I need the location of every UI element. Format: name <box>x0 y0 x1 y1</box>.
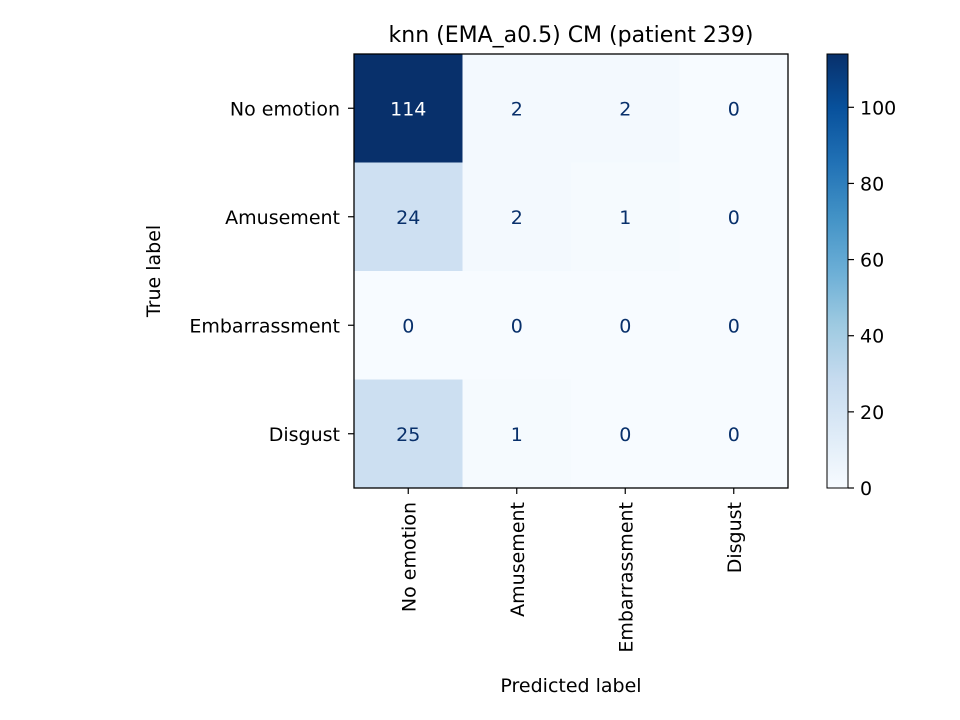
colorbar-ticks: 0 20 40 60 80 100 <box>848 97 896 500</box>
heatmap-cell <box>679 162 789 272</box>
x-tick-label: No emotion <box>398 502 420 612</box>
heatmap-cell <box>354 162 463 272</box>
colorbar-tick-label: 40 <box>860 326 884 348</box>
heatmap-cell <box>462 271 572 380</box>
plot-frame <box>353 53 789 489</box>
cell-value: 0 <box>728 315 740 337</box>
y-axis-ticks: No emotion Amusement Embarrassment Disgust <box>189 98 354 446</box>
heatmap-cell <box>679 379 789 489</box>
cell-value: 0 <box>728 98 740 120</box>
x-axis-label: Predicted label <box>500 675 641 697</box>
y-tick-label: Amusement <box>225 207 340 229</box>
colorbar <box>826 53 849 489</box>
cell-value: 1 <box>511 424 523 446</box>
y-tick-label: Embarrassment <box>189 315 340 337</box>
cell-value: 1 <box>619 207 631 229</box>
heatmap-cell <box>571 271 680 380</box>
x-tick-label: Amusement <box>507 502 529 617</box>
chart-title: knn (EMA_a0.5) CM (patient 239) <box>389 23 754 48</box>
heatmap-cell <box>354 271 463 380</box>
cell-value: 0 <box>619 424 631 446</box>
cell-value: 2 <box>619 98 631 120</box>
heatmap-values: 114 2 2 0 24 2 1 0 0 0 0 0 25 1 0 0 <box>390 98 740 446</box>
colorbar-tick-label: 20 <box>860 402 884 424</box>
colorbar-tick-label: 60 <box>860 250 884 272</box>
heatmap-cell <box>462 54 572 163</box>
y-tick-label: No emotion <box>230 98 340 120</box>
heatmap-cells <box>354 54 789 489</box>
colorbar-tick-label: 100 <box>860 97 896 119</box>
y-tick-label: Disgust <box>269 424 340 446</box>
heatmap-cell <box>571 379 680 489</box>
x-tick-label: Embarrassment <box>615 502 637 653</box>
cell-value: 0 <box>728 424 740 446</box>
heatmap-cell <box>571 162 680 272</box>
cell-value: 0 <box>511 315 523 337</box>
cell-value: 0 <box>619 315 631 337</box>
heatmap-cell <box>571 54 680 163</box>
y-axis-label: True label <box>143 225 165 318</box>
cell-value: 2 <box>511 98 523 120</box>
cell-value: 2 <box>511 207 523 229</box>
cell-value: 114 <box>390 98 426 120</box>
colorbar-tick-label: 80 <box>860 173 884 195</box>
heatmap-cell <box>354 54 463 163</box>
cell-value: 25 <box>396 424 420 446</box>
heatmap-cell <box>462 162 572 272</box>
x-axis-ticks: No emotion Amusement Embarrassment Disgust <box>398 488 746 653</box>
x-tick-label: Disgust <box>724 502 746 573</box>
colorbar-tick-label: 0 <box>860 478 872 500</box>
heatmap-cell <box>462 379 572 489</box>
cell-value: 0 <box>402 315 414 337</box>
heatmap-cell <box>679 271 789 380</box>
heatmap-cell <box>354 379 463 489</box>
cell-value: 24 <box>396 207 420 229</box>
cell-value: 0 <box>728 207 740 229</box>
heatmap-cell <box>679 54 789 163</box>
